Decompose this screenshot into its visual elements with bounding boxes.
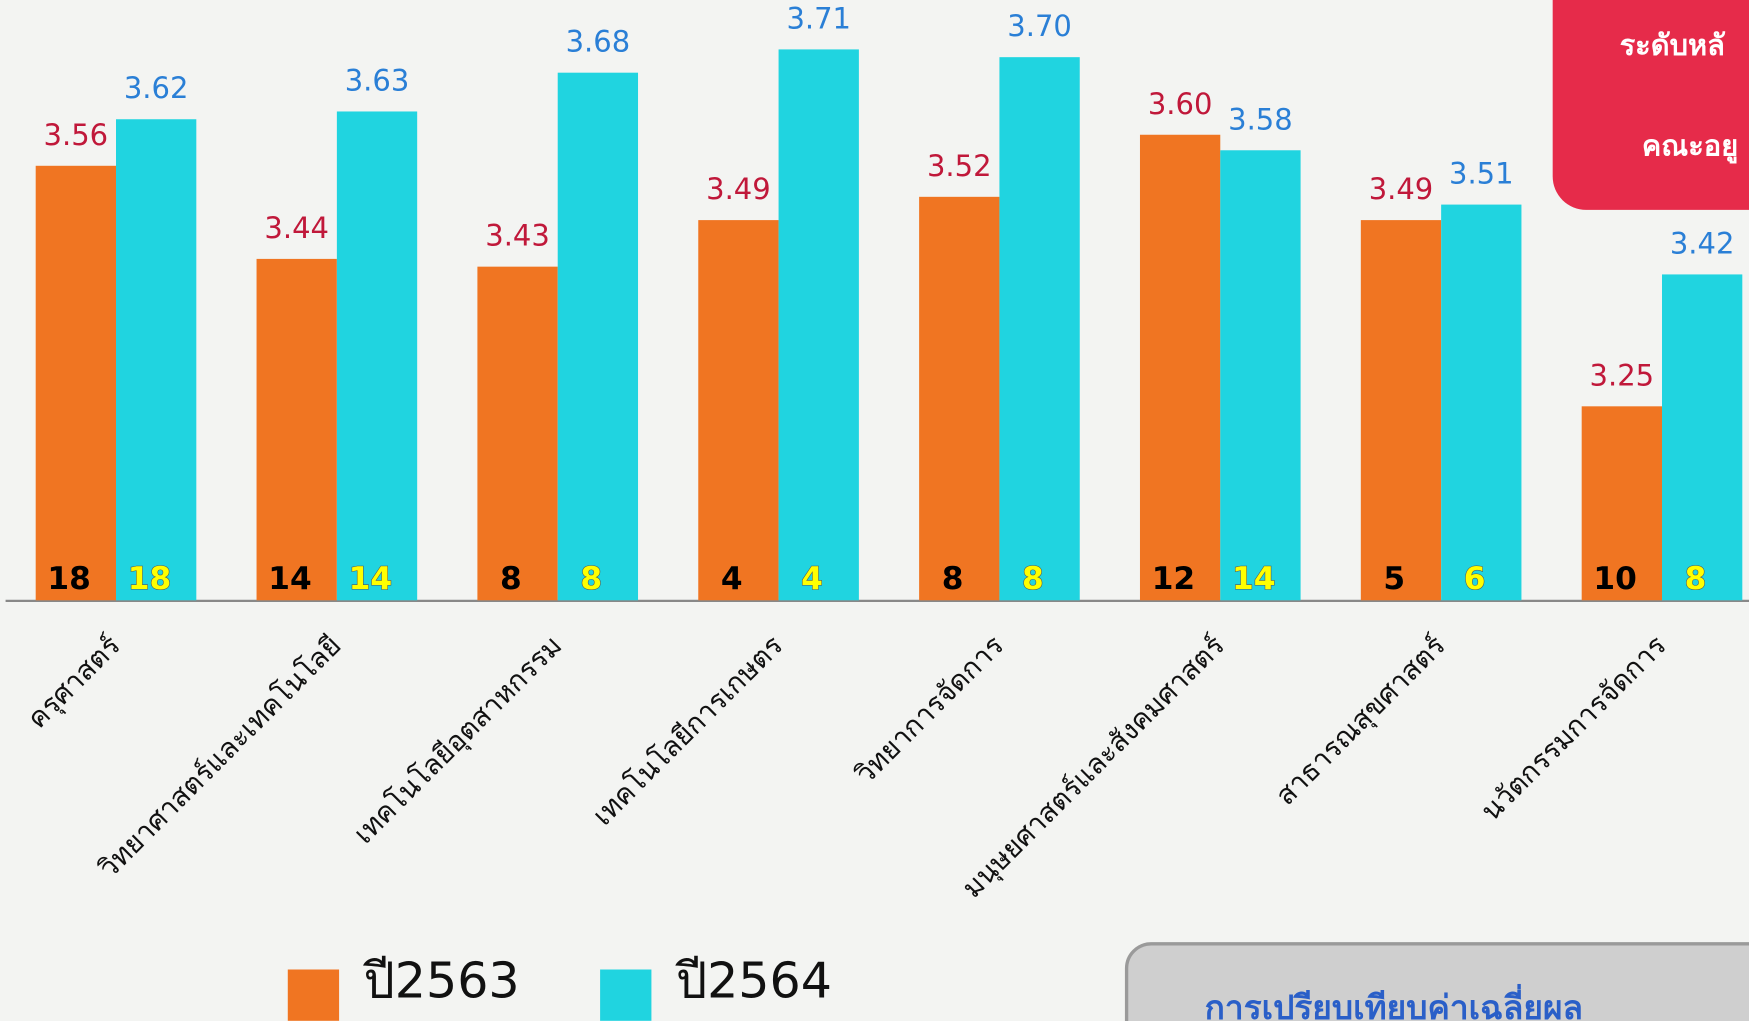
value-label: 3.60 xyxy=(1148,87,1213,121)
value-label: 3.25 xyxy=(1590,358,1655,392)
count-label: 12 xyxy=(1152,561,1195,597)
count-label: 8 xyxy=(1022,561,1044,597)
value-label: 3.44 xyxy=(264,211,329,245)
count-label: 18 xyxy=(128,561,171,597)
count-label: 14 xyxy=(349,561,392,597)
bar xyxy=(337,111,417,600)
bar xyxy=(1140,135,1220,601)
bar xyxy=(1220,150,1300,600)
chart: ระดับหลั คณะอยู การเปรียบเทียบค่าเฉลี่ยผ… xyxy=(0,0,1749,1021)
count-label: 4 xyxy=(721,561,743,597)
value-label: 3.56 xyxy=(44,118,109,152)
bar xyxy=(116,119,196,600)
value-label: 3.49 xyxy=(1369,172,1434,206)
bar xyxy=(1662,274,1742,600)
value-label: 3.58 xyxy=(1228,102,1293,136)
count-label: 4 xyxy=(801,561,823,597)
bar xyxy=(1361,220,1441,600)
callout-text: ระดับหลั xyxy=(1620,28,1726,62)
bar xyxy=(698,220,778,600)
count-label: 18 xyxy=(47,561,90,597)
legend-swatch xyxy=(600,970,651,1021)
bar xyxy=(1441,205,1521,601)
count-label: 8 xyxy=(942,561,964,597)
count-label: 6 xyxy=(1464,561,1486,597)
value-label: 3.42 xyxy=(1670,226,1735,260)
count-label: 8 xyxy=(580,561,602,597)
value-label: 3.49 xyxy=(706,172,771,206)
value-label: 3.51 xyxy=(1449,157,1514,191)
legend-label: ปี2564 xyxy=(675,952,832,1010)
value-label: 3.68 xyxy=(566,25,631,59)
count-label: 8 xyxy=(1685,561,1707,597)
bar xyxy=(257,259,337,600)
count-label: 14 xyxy=(1232,561,1275,597)
legend-swatch xyxy=(288,970,339,1021)
count-label: 8 xyxy=(500,561,522,597)
legend-label: ปี2563 xyxy=(363,952,520,1010)
bar xyxy=(477,267,557,601)
info-title: การเปรียบเทียบค่าเฉลี่ยผล xyxy=(1205,983,1583,1021)
value-label: 3.63 xyxy=(345,63,410,97)
bar xyxy=(919,197,999,600)
value-label: 3.52 xyxy=(927,149,992,183)
bar xyxy=(558,73,638,601)
value-label: 3.62 xyxy=(124,71,189,105)
bar xyxy=(999,57,1079,600)
value-label: 3.70 xyxy=(1007,9,1072,43)
value-label: 3.43 xyxy=(485,219,550,253)
bar xyxy=(779,49,859,600)
count-label: 5 xyxy=(1383,561,1405,597)
count-label: 14 xyxy=(268,561,311,597)
callout-text: คณะอยู xyxy=(1642,128,1738,163)
count-label: 10 xyxy=(1593,561,1636,597)
bar xyxy=(36,166,116,601)
value-label: 3.71 xyxy=(786,1,851,35)
